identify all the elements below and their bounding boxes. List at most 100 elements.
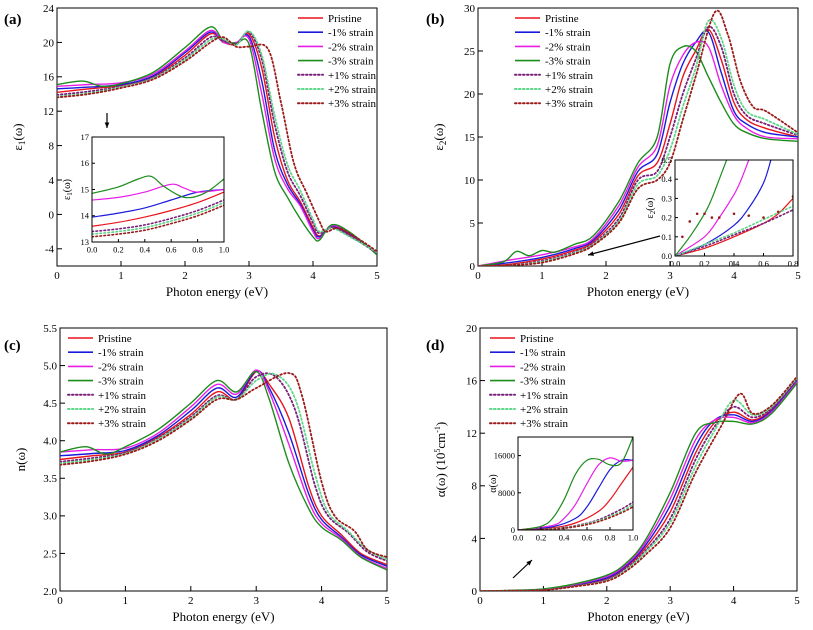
series-line-pristine bbox=[478, 28, 798, 266]
legend-label: -1% strain bbox=[520, 347, 566, 359]
y-axis-label: ε1(ω) bbox=[10, 123, 27, 150]
inset-x-tick-label: 1.0 bbox=[219, 245, 230, 255]
x-tick-label: 2 bbox=[188, 595, 194, 607]
y-tick-label: 4.0 bbox=[43, 436, 57, 448]
series-line-m3 bbox=[675, 160, 728, 256]
inset-plot-frame bbox=[517, 436, 634, 531]
inset-x-tick-label: 0.4 bbox=[559, 533, 570, 543]
pointer-arrow bbox=[587, 235, 661, 256]
inset-y-tick-label: 0.2 bbox=[661, 213, 672, 223]
legend-label: +1% strain bbox=[520, 390, 569, 402]
series-line-m2 bbox=[518, 457, 633, 530]
legend-label: Pristine bbox=[328, 13, 362, 25]
legend-label: Pristine bbox=[98, 333, 132, 345]
legend: Pristine -1% strain -2% strain -3% strain +1… bbox=[489, 333, 569, 430]
inset-y-tick-label: 16000 bbox=[494, 451, 515, 461]
inset-x-tick-label: 0.4 bbox=[139, 245, 150, 255]
series-line-p2 bbox=[92, 201, 224, 235]
series-line-p3 bbox=[60, 372, 387, 559]
legend-label: +3% strain bbox=[328, 98, 377, 110]
series-line-m1 bbox=[478, 30, 798, 266]
inset-y-tick-label: 8000 bbox=[498, 488, 515, 498]
inset-a: 0.0 0.2 0.4 0.6 0.8 1.0 13 14 15 16 17 ε1(ω) bbox=[62, 132, 229, 255]
x-axis-label: Photon energy (eV) bbox=[166, 284, 268, 299]
panel-c: (c) 0 1 2 3 4 5 2.0 2.5 3.0 3.5 4.0 4.5 5.0 5.5 Photon … bbox=[4, 323, 390, 624]
x-tick-label: 1 bbox=[123, 595, 129, 607]
series-line-p3 bbox=[478, 9, 798, 266]
inset-dot bbox=[710, 216, 714, 219]
series-line-p1 bbox=[92, 199, 224, 233]
inset-dot bbox=[695, 212, 699, 216]
x-axis-label: Photon energy (eV) bbox=[587, 609, 689, 624]
series-line-p1 bbox=[480, 378, 797, 591]
y-axis-label: n(ω) bbox=[13, 448, 28, 472]
series-line-pristine bbox=[518, 466, 633, 530]
y-axis-label: ε2(ω) bbox=[431, 123, 448, 150]
inset-dot bbox=[776, 210, 780, 214]
y-tick-label: 4 bbox=[472, 533, 478, 545]
inset-y-tick-label: 14 bbox=[81, 211, 90, 221]
legend-label: -1% strain bbox=[545, 27, 591, 39]
legend-label: +2% strain bbox=[545, 84, 594, 96]
inset-dot bbox=[732, 212, 736, 216]
legend-label: +1% strain bbox=[98, 390, 147, 402]
y-tick-label: 3.0 bbox=[43, 511, 57, 523]
x-tick-label: 0 bbox=[475, 270, 481, 282]
inset-y-tick-label: 0.1 bbox=[661, 232, 672, 242]
legend-label: -3% strain bbox=[520, 376, 566, 388]
inset-x-tick-label: 1.0 bbox=[628, 533, 639, 543]
panel-label: (b) bbox=[426, 12, 444, 28]
inset-y-label: ε1(ω) bbox=[62, 179, 74, 200]
y-tick-label: 0 bbox=[49, 209, 55, 221]
x-tick-label: 5 bbox=[794, 595, 800, 607]
y-tick-label: 16 bbox=[466, 375, 478, 387]
series-line-m3 bbox=[518, 437, 633, 530]
y-tick-label: 12 bbox=[43, 106, 54, 118]
inset-y-tick-label: 0.0 bbox=[661, 251, 672, 261]
series-line-p3 bbox=[57, 36, 377, 253]
inset-background bbox=[518, 437, 633, 530]
legend-label: -2% strain bbox=[520, 361, 566, 373]
series-line-p3 bbox=[518, 506, 633, 530]
inset-y-tick-label: 13 bbox=[81, 237, 90, 247]
y-tick-label: 4 bbox=[49, 175, 55, 187]
inset-y-tick-label: 0.3 bbox=[661, 193, 672, 203]
series-line-pristine bbox=[92, 191, 224, 227]
series-line-m2 bbox=[478, 40, 798, 266]
legend-label: -3% strain bbox=[545, 56, 591, 68]
legend-label: -3% strain bbox=[328, 56, 374, 68]
inset-x-tick-label: 0.0 bbox=[513, 533, 524, 543]
x-tick-label: 3 bbox=[667, 270, 673, 282]
x-tick-label: 1 bbox=[541, 595, 547, 607]
legend-label: +3% strain bbox=[98, 418, 147, 430]
inset-dot bbox=[703, 212, 706, 216]
series-line-m3 bbox=[480, 382, 797, 591]
x-tick-label: 0 bbox=[54, 270, 60, 282]
inset-y-tick-label: 17 bbox=[81, 132, 90, 142]
x-axis-label: Photon energy (eV) bbox=[587, 284, 689, 299]
x-tick-label: 0 bbox=[57, 595, 63, 607]
y-tick-label: 20 bbox=[466, 323, 478, 335]
arrow-head bbox=[526, 560, 532, 566]
series-line-m3 bbox=[92, 175, 224, 199]
x-tick-label: 2 bbox=[603, 270, 609, 282]
series-line-p1 bbox=[675, 209, 793, 256]
legend-label: +2% strain bbox=[520, 404, 569, 416]
y-tick-label: 20 bbox=[464, 89, 476, 101]
legend: Pristine -1% strain -2% strain -3% strain +1… bbox=[514, 13, 594, 110]
inset-x-tick-label: 0.0 bbox=[87, 245, 98, 255]
inset-x-tick-label: 0.6 bbox=[582, 533, 593, 543]
panel-b: (b) 0 1 2 3 4 5 0 5 10 15 20 25 30 Photon energy (eV) ε… bbox=[426, 3, 801, 299]
x-tick-label: 1 bbox=[118, 270, 124, 282]
y-tick-label: 20 bbox=[43, 37, 55, 49]
y-tick-label: 25 bbox=[464, 46, 476, 58]
legend: Pristine -1% strain -2% strain -3% strain +1… bbox=[67, 333, 147, 430]
arrow-head bbox=[588, 251, 594, 256]
x-tick-label: 5 bbox=[795, 270, 801, 282]
legend-label: +1% strain bbox=[328, 70, 377, 82]
plot-frame bbox=[479, 327, 798, 592]
y-tick-label: 5 bbox=[470, 218, 476, 230]
y-tick-label: 2.5 bbox=[43, 548, 57, 560]
